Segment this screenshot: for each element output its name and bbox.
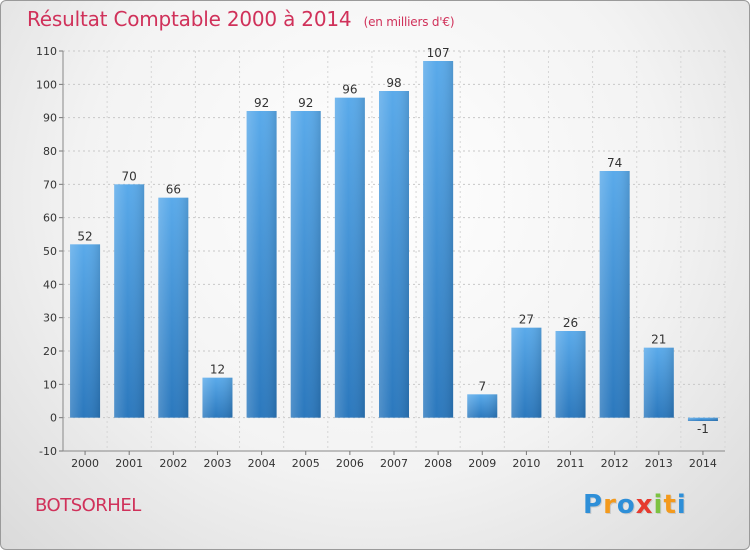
data-label-2006: 96 [342, 83, 357, 97]
logo-letter: o [616, 490, 636, 520]
bar-shade-2000 [70, 244, 101, 418]
bar-shade-2014 [687, 417, 718, 421]
bar-shade-2005 [290, 111, 321, 418]
proxiti-logo: Proxiti [583, 490, 687, 520]
data-label-2002: 66 [166, 183, 181, 197]
data-labels: 52 70 66 12 92 92 96 98 107 7 27 26 74 21 -1 [77, 46, 708, 436]
data-label-2011: 26 [563, 316, 578, 330]
city-name: BOTSORHEL [35, 495, 141, 516]
y-tick-label: 60 [43, 212, 57, 225]
x-tick-label: 2009 [468, 457, 496, 470]
bar-shade-2004 [246, 111, 277, 418]
x-tick-label: 2014 [689, 457, 717, 470]
y-tick-label: 100 [36, 78, 57, 91]
logo-letter: P [583, 490, 604, 520]
data-label-2000: 52 [77, 229, 92, 243]
bars [70, 61, 718, 421]
y-tick-label: -10 [39, 445, 57, 458]
chart-title: Résultat Comptable 2000 à 2014 (en milli… [27, 7, 455, 31]
x-tick-label: 2012 [601, 457, 629, 470]
data-label-2007: 98 [386, 76, 401, 90]
bar-shade-2002 [158, 197, 189, 418]
x-tick-label: 2010 [512, 457, 540, 470]
data-label-2003: 12 [210, 363, 225, 377]
x-tick-label: 2001 [115, 457, 143, 470]
y-tick-label: 10 [43, 378, 57, 391]
bar-shade-2008 [423, 61, 454, 418]
data-label-2001: 70 [122, 169, 137, 183]
bar-shade-2012 [599, 171, 630, 418]
y-tick-label: 110 [36, 45, 57, 58]
data-label-2009: 7 [478, 379, 486, 393]
data-label-2013: 21 [651, 333, 666, 347]
logo-letter: x [635, 490, 654, 520]
x-tick-label: 2007 [380, 457, 408, 470]
x-tick-label: 2004 [248, 457, 276, 470]
y-tick-label: 90 [43, 112, 57, 125]
axes: -10 0 10 20 30 40 50 60 70 80 90 100 110 2000 2001 2002… [36, 45, 725, 470]
logo-letter: r [603, 490, 617, 520]
x-tick-label: 2000 [71, 457, 99, 470]
bar-shade-2007 [378, 91, 410, 418]
x-tick-label: 2008 [424, 457, 452, 470]
x-tick-label: 2006 [336, 457, 364, 470]
chart-subtitle: (en milliers d'€) [363, 15, 455, 29]
bar-shade-2013 [643, 347, 674, 418]
x-tick-label: 2003 [203, 457, 231, 470]
y-tick-label: 0 [50, 412, 57, 425]
logo-letter: i [653, 490, 664, 520]
x-tick-label: 2002 [159, 457, 187, 470]
bar-shade-2001 [114, 184, 145, 418]
data-label-2005: 92 [298, 96, 313, 110]
bar-shade-2009 [467, 394, 498, 418]
bar-shade-2010 [511, 327, 542, 418]
logo-letter: t [663, 490, 677, 520]
data-label-2012: 74 [607, 156, 622, 170]
y-tick-label: 30 [43, 312, 57, 325]
y-tick-label: 40 [43, 278, 57, 291]
data-label-2004: 92 [254, 96, 269, 110]
logo-letter: i [676, 490, 687, 520]
data-label-2008: 107 [427, 46, 450, 60]
bar-shade-2003 [202, 377, 233, 418]
x-tick-label: 2011 [557, 457, 585, 470]
data-label-2010: 27 [519, 313, 534, 327]
chart-title-main: Résultat Comptable 2000 à 2014 [27, 7, 352, 31]
bar-shade-2006 [334, 97, 365, 418]
x-tick-label: 2005 [292, 457, 320, 470]
x-tick-label: 2013 [645, 457, 673, 470]
y-tick-label: 50 [43, 245, 57, 258]
bar-shade-2011 [555, 331, 586, 418]
y-tick-label: 80 [43, 145, 57, 158]
data-label-2014: -1 [697, 422, 709, 436]
y-tick-label: 20 [43, 345, 57, 358]
y-tick-label: 70 [43, 178, 57, 191]
